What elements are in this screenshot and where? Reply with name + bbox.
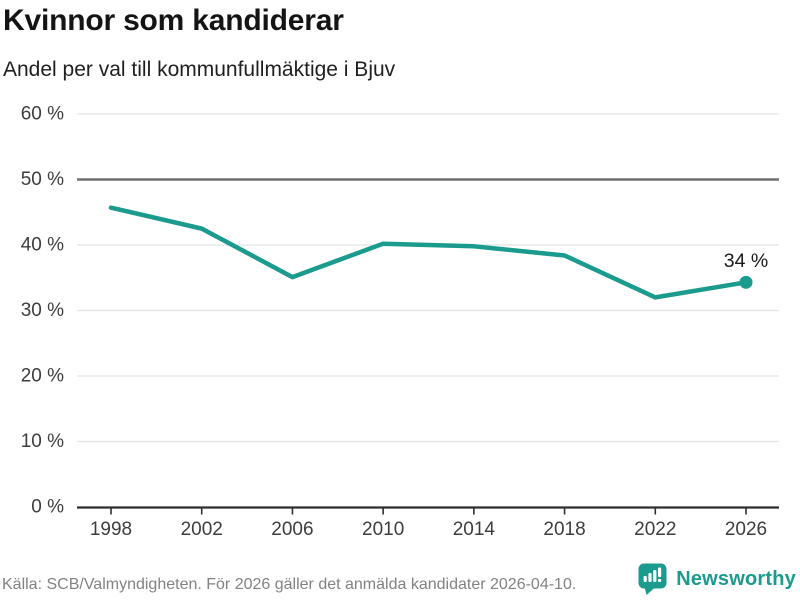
x-tick-label: 2014	[453, 519, 496, 540]
x-tick-label: 2010	[362, 519, 404, 540]
y-tick-label: 50 %	[21, 169, 64, 190]
x-tick-label: 2018	[543, 519, 585, 540]
newsworthy-icon	[638, 563, 667, 595]
data-point-label: 34 %	[724, 250, 768, 272]
y-tick-label: 20 %	[21, 366, 64, 387]
chart-subtitle: Andel per val till kommunfullmäktige i B…	[3, 58, 396, 81]
chart-footer: Källa: SCB/Valmyndigheten. För 2026 gäll…	[0, 552, 800, 600]
x-tick-label: 2006	[271, 519, 313, 540]
y-tick-label: 40 %	[21, 235, 64, 256]
source-note: Källa: SCB/Valmyndigheten. För 2026 gäll…	[2, 576, 577, 593]
y-tick-label: 0 %	[31, 497, 64, 518]
chart-title: Kvinnor som kandiderar	[3, 4, 344, 37]
x-tick-label: 2002	[181, 519, 223, 540]
newsworthy-logo: Newsworthy	[638, 563, 796, 596]
y-tick-label: 60 %	[21, 104, 64, 125]
x-tick-label: 2022	[634, 519, 676, 540]
brand-name: Newsworthy	[676, 568, 796, 590]
x-tick-label: 2026	[725, 519, 767, 540]
y-tick-label: 30 %	[21, 300, 64, 321]
data-line	[108, 205, 749, 300]
y-tick-label: 10 %	[21, 431, 64, 452]
data-point-last	[739, 275, 753, 289]
x-tick-label: 1998	[90, 519, 132, 540]
